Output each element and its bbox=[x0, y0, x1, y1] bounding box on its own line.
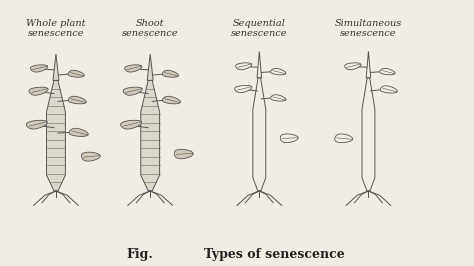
Polygon shape bbox=[335, 134, 353, 143]
Polygon shape bbox=[53, 54, 59, 80]
Polygon shape bbox=[362, 78, 375, 191]
Polygon shape bbox=[27, 120, 47, 129]
Polygon shape bbox=[271, 95, 286, 101]
Polygon shape bbox=[253, 78, 266, 191]
Polygon shape bbox=[280, 134, 298, 143]
Text: Sequential
senescence: Sequential senescence bbox=[231, 19, 288, 38]
Polygon shape bbox=[271, 68, 286, 75]
Polygon shape bbox=[68, 96, 86, 104]
Polygon shape bbox=[123, 87, 142, 95]
Polygon shape bbox=[236, 63, 252, 70]
Polygon shape bbox=[82, 152, 100, 161]
Polygon shape bbox=[235, 85, 252, 93]
Polygon shape bbox=[257, 51, 262, 78]
Text: Shoot
senescence: Shoot senescence bbox=[122, 19, 178, 38]
Polygon shape bbox=[162, 70, 179, 77]
Polygon shape bbox=[380, 68, 395, 75]
Text: Whole plant
senescence: Whole plant senescence bbox=[26, 19, 86, 38]
Polygon shape bbox=[345, 63, 361, 70]
Polygon shape bbox=[69, 128, 88, 136]
Polygon shape bbox=[162, 96, 181, 104]
Polygon shape bbox=[46, 80, 65, 191]
Polygon shape bbox=[380, 86, 397, 93]
Polygon shape bbox=[120, 120, 142, 129]
Polygon shape bbox=[366, 51, 371, 78]
Polygon shape bbox=[29, 87, 48, 95]
Polygon shape bbox=[147, 54, 153, 80]
Polygon shape bbox=[68, 70, 84, 77]
Polygon shape bbox=[141, 80, 160, 191]
Text: Simultaneous
senescence: Simultaneous senescence bbox=[335, 19, 402, 38]
Text: Types of senescence: Types of senescence bbox=[204, 248, 345, 261]
Polygon shape bbox=[30, 65, 48, 72]
Polygon shape bbox=[125, 65, 142, 72]
Text: Fig.: Fig. bbox=[127, 248, 154, 261]
Polygon shape bbox=[174, 149, 193, 159]
